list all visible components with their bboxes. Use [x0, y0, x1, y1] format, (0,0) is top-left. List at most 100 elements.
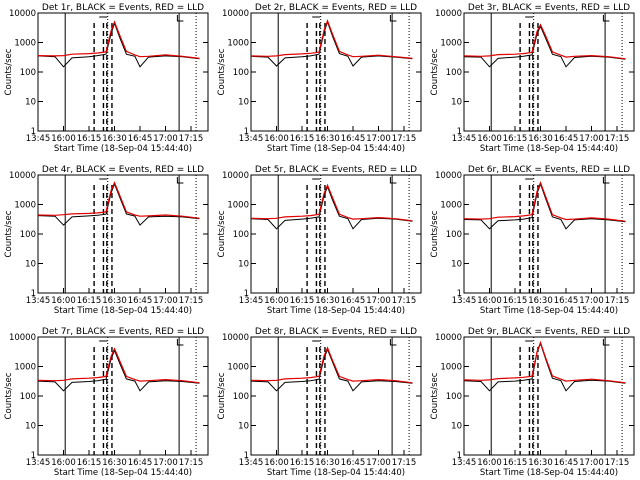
x-tick-label: 17:00 — [366, 458, 391, 468]
x-tick-label: 17:00 — [153, 134, 178, 144]
lld-series-line — [463, 181, 626, 222]
plot-frame — [463, 336, 635, 456]
y-tick-label: 10 — [25, 98, 36, 108]
x-tick-label: 16:45 — [554, 458, 579, 468]
x-tick-label: 16:15 — [503, 296, 528, 306]
x-tick-label: 16:30 — [102, 458, 127, 468]
y-tick-label: 10 — [238, 98, 249, 108]
x-tick-label: 17:00 — [579, 134, 604, 144]
panel-title: Det 3r, BLACK = Events, RED = LLD — [468, 3, 630, 13]
x-tick-label: 17:00 — [153, 458, 178, 468]
x-axis-label: Start Time (18-Sep-04 15:44:40) — [54, 468, 192, 478]
lld-series-line — [37, 181, 200, 219]
events-series-line — [37, 182, 200, 226]
y-axis-label: Counts/sec — [4, 372, 14, 419]
detector-panel: Det 4r, BLACK = Events, RED = LLD 1 10 100 1… — [4, 165, 209, 316]
events-series-line — [37, 349, 200, 392]
events-series-line — [250, 348, 413, 392]
x-tick-label: 16:30 — [528, 296, 553, 306]
x-axis-label: Start Time (18-Sep-04 15:44:40) — [267, 144, 405, 154]
y-tick-label: 100 — [20, 392, 36, 402]
y-tick-label: 1 — [457, 127, 462, 137]
x-tick-label: 17:15 — [392, 134, 417, 144]
state-bracket — [312, 339, 397, 346]
y-axis-label: Counts/sec — [430, 48, 440, 95]
y-tick-label: 1000 — [227, 201, 249, 211]
x-axis-label: Start Time (18-Sep-04 15:44:40) — [267, 306, 405, 316]
x-tick-label: 13:45 — [452, 458, 477, 468]
x-tick-label: 16:45 — [554, 296, 579, 306]
plot-frame — [37, 12, 209, 132]
x-tick-label: 17:00 — [579, 458, 604, 468]
y-tick-label: 100 — [446, 68, 462, 78]
panel-title: Det 7r, BLACK = Events, RED = LLD — [42, 327, 204, 337]
x-tick-label: 16:00 — [51, 296, 76, 306]
panel-title: Det 2r, BLACK = Events, RED = LLD — [255, 3, 417, 13]
x-tick-label: 13:45 — [239, 458, 264, 468]
panel-title: Det 5r, BLACK = Events, RED = LLD — [255, 165, 417, 175]
plot-frame — [37, 336, 209, 456]
x-tick-label: 16:15 — [503, 134, 528, 144]
y-tick-label: 10 — [451, 260, 462, 270]
y-tick-label: 10 — [451, 98, 462, 108]
x-tick-label: 17:15 — [179, 458, 204, 468]
x-tick-label: 17:15 — [605, 458, 630, 468]
y-tick-label: 1 — [244, 451, 249, 461]
plot-frame — [250, 12, 422, 132]
y-axis-label: Counts/sec — [217, 48, 227, 95]
y-tick-label: 10000 — [222, 333, 249, 343]
lld-series-line — [250, 18, 413, 59]
x-tick-label: 17:15 — [605, 134, 630, 144]
y-tick-label: 1 — [31, 451, 36, 461]
detector-panel: Det 6r, BLACK = Events, RED = LLD 1 10 100 1… — [430, 165, 635, 316]
x-tick-label: 16:00 — [264, 134, 289, 144]
x-tick-label: 16:15 — [77, 296, 102, 306]
x-tick-label: 13:45 — [452, 296, 477, 306]
detector-panel: Det 1r, BLACK = Events, RED = LLD 1 10 100 1… — [4, 3, 209, 154]
y-tick-label: 1000 — [14, 39, 36, 49]
y-tick-label: 100 — [233, 230, 249, 240]
lld-series-line — [250, 183, 413, 222]
events-series-line — [37, 21, 200, 68]
x-tick-label: 16:45 — [341, 296, 366, 306]
y-axis-label: Counts/sec — [430, 372, 440, 419]
panel-title: Det 9r, BLACK = Events, RED = LLD — [468, 327, 630, 337]
state-bracket — [99, 15, 184, 22]
x-tick-label: 16:00 — [264, 458, 289, 468]
events-series-line — [463, 25, 626, 68]
x-tick-label: 16:30 — [315, 296, 340, 306]
state-bracket — [525, 339, 610, 346]
x-tick-label: 16:45 — [128, 134, 153, 144]
y-tick-label: 1000 — [14, 363, 36, 373]
x-tick-label: 16:00 — [51, 134, 76, 144]
y-tick-label: 1000 — [227, 39, 249, 49]
x-tick-label: 17:15 — [605, 296, 630, 306]
events-series-line — [250, 185, 413, 230]
state-bracket — [99, 177, 184, 184]
x-axis-label: Start Time (18-Sep-04 15:44:40) — [54, 306, 192, 316]
y-tick-label: 10000 — [9, 9, 36, 19]
x-tick-label: 16:30 — [528, 134, 553, 144]
plot-frame — [37, 174, 209, 294]
x-tick-label: 16:15 — [503, 458, 528, 468]
x-tick-label: 17:15 — [392, 296, 417, 306]
y-tick-label: 10000 — [435, 9, 462, 19]
x-axis-label: Start Time (18-Sep-04 15:44:40) — [480, 306, 618, 316]
x-tick-label: 16:15 — [77, 458, 102, 468]
state-bracket — [312, 15, 397, 22]
lld-series-line — [463, 23, 626, 60]
x-tick-label: 16:15 — [290, 458, 315, 468]
panel-title: Det 4r, BLACK = Events, RED = LLD — [42, 165, 204, 175]
x-tick-label: 16:00 — [264, 296, 289, 306]
y-tick-label: 1000 — [14, 201, 36, 211]
lld-series-line — [37, 20, 200, 59]
y-tick-label: 1 — [244, 127, 249, 137]
x-tick-label: 17:15 — [392, 458, 417, 468]
x-tick-label: 16:15 — [77, 134, 102, 144]
panel-title: Det 1r, BLACK = Events, RED = LLD — [42, 3, 204, 13]
state-bracket — [525, 177, 610, 184]
y-tick-label: 100 — [20, 68, 36, 78]
y-axis-label: Counts/sec — [430, 210, 440, 257]
y-axis-label: Counts/sec — [4, 48, 14, 95]
